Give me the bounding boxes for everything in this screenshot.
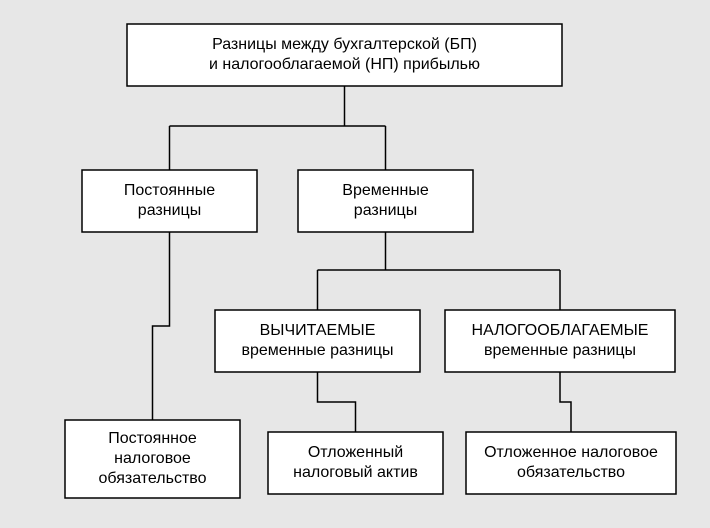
- edge: [318, 372, 356, 432]
- node-label: налоговый актив: [293, 464, 418, 481]
- node-box: [82, 170, 257, 232]
- node-label: Разницы между бухгалтерской (БП): [212, 36, 477, 53]
- node-box: [445, 310, 675, 372]
- node-box: [298, 170, 473, 232]
- node-label: Постоянные: [124, 182, 215, 199]
- node-def_asset: Отложенный налоговый актив: [268, 432, 443, 494]
- node-label: ВЫЧИТАЕМЫЕ: [260, 322, 376, 339]
- node-perm_liab: Постоянное налоговое обязательство: [65, 420, 240, 498]
- node-label: налоговое: [114, 450, 191, 467]
- hierarchy-diagram: Разницы между бухгалтерской (БП) и налого…: [0, 0, 710, 528]
- node-box: [127, 24, 562, 86]
- node-label: обязательство: [99, 470, 207, 487]
- node-taxable: НАЛОГООБЛАГАЕМЫЕ временные разницы: [445, 310, 675, 372]
- node-label: и налогооблагаемой (НП) прибылью: [209, 56, 480, 73]
- node-label: временные разницы: [241, 342, 393, 359]
- node-def_liab: Отложенное налоговое обязательство: [466, 432, 676, 494]
- node-deductible: ВЫЧИТАЕМЫЕ временные разницы: [215, 310, 420, 372]
- node-box: [215, 310, 420, 372]
- node-label: Отложенный: [308, 444, 403, 461]
- node-box: [268, 432, 443, 494]
- node-label: обязательство: [517, 464, 625, 481]
- node-label: разницы: [138, 202, 201, 219]
- node-temporary: Временные разницы: [298, 170, 473, 232]
- node-box: [466, 432, 676, 494]
- node-label: НАЛОГООБЛАГАЕМЫЕ: [472, 322, 649, 339]
- edge: [153, 232, 170, 420]
- node-permanent: Постоянные разницы: [82, 170, 257, 232]
- node-root: Разницы между бухгалтерской (БП) и налого…: [127, 24, 562, 86]
- edge: [560, 372, 571, 432]
- node-label: разницы: [354, 202, 417, 219]
- node-label: Временные: [342, 182, 429, 199]
- node-label: Постоянное: [108, 430, 197, 447]
- node-label: Отложенное налоговое: [484, 444, 658, 461]
- node-label: временные разницы: [484, 342, 636, 359]
